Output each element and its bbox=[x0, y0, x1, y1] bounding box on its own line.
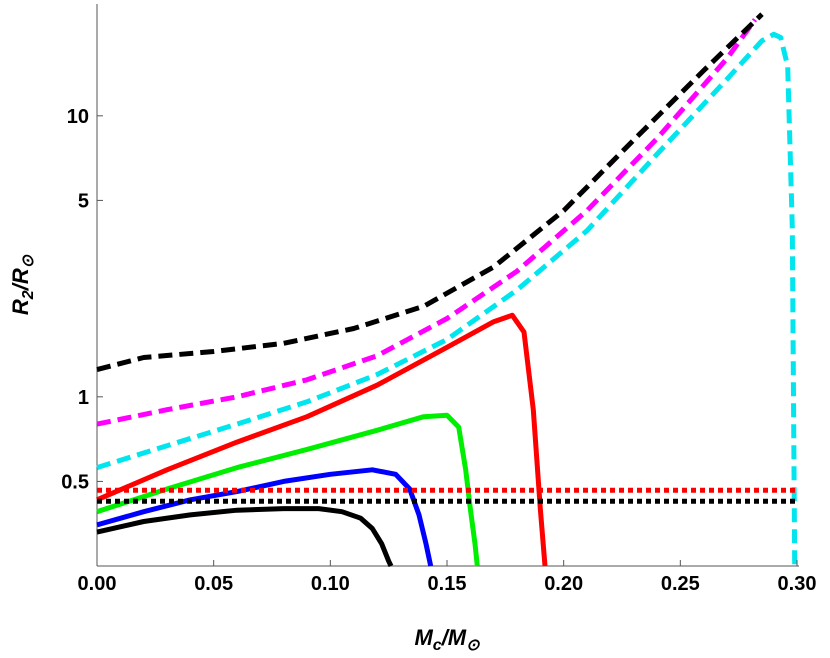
x-tick-label: 0.20 bbox=[544, 573, 583, 595]
ticks-layer: 0.00 0.05 0.10 0.15 0.20 0.25 0.30 0.5 1 5 10 bbox=[61, 106, 816, 595]
x-axis-title: Mc/M⊙ bbox=[414, 625, 480, 654]
x-tick-label: 0.00 bbox=[78, 573, 117, 595]
y-tick-label: 5 bbox=[78, 190, 89, 212]
series-line-solid-0 bbox=[96, 506, 394, 568]
y-title-den: /R bbox=[8, 268, 33, 291]
y-tick-label: 1 bbox=[78, 387, 89, 409]
y-axis-title: R2/R⊙ bbox=[8, 254, 37, 315]
x-title-den: /M bbox=[441, 625, 467, 650]
x-title-sub: c bbox=[433, 637, 442, 654]
x-title-sym: ⊙ bbox=[466, 637, 480, 654]
series-line-dashed-4 bbox=[96, 18, 758, 427]
y-title-main: R bbox=[8, 299, 33, 315]
x-tick-label: 0.10 bbox=[311, 573, 350, 595]
x-tick-label: 0.30 bbox=[778, 573, 817, 595]
y-tick-label: 0.5 bbox=[61, 471, 89, 493]
series-line-dashed-6 bbox=[96, 12, 764, 373]
series-line-dashed-5 bbox=[96, 31, 798, 567]
x-tick-label: 0.15 bbox=[428, 573, 467, 595]
series-line-solid-3 bbox=[96, 312, 548, 567]
series-line-solid-2 bbox=[96, 412, 480, 567]
x-title-main: M bbox=[414, 625, 433, 650]
y-tick-label: 10 bbox=[67, 106, 89, 128]
x-tick-label: 0.05 bbox=[194, 573, 233, 595]
x-tick-label: 0.25 bbox=[661, 573, 700, 595]
y-title-sub: 2 bbox=[20, 290, 37, 300]
series-line-solid-1 bbox=[96, 467, 434, 567]
y-title-sym: ⊙ bbox=[20, 254, 37, 268]
axes bbox=[96, 4, 799, 567]
series-layer bbox=[96, 12, 798, 568]
